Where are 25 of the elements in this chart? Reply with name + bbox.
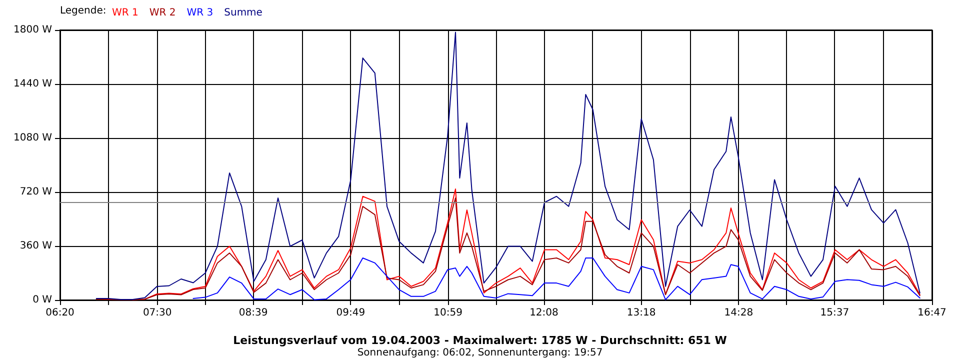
y-tick-label: 720 W <box>20 186 52 198</box>
text: WR 1 <box>112 8 138 18</box>
text: Leistungsverlauf vom 19.04.2003 - Maximalwert: 1785 W - Durchschnitt: 651 W <box>233 334 727 347</box>
x-tick-label: 14:28 <box>724 308 754 318</box>
line-series <box>96 32 920 300</box>
x-tick-label: 09:49 <box>336 308 366 318</box>
x-tick-label: 16:47 <box>918 308 946 318</box>
text: Sonnenaufgang: 06:02, Sonnenuntergang: 19:57 <box>357 348 603 358</box>
y-tick-label: 1080 W <box>13 132 52 144</box>
text: Summe <box>224 8 262 18</box>
x-tick-label: 07:30 <box>142 308 172 318</box>
x-tick-label: 10:59 <box>434 308 462 318</box>
y-tick-label: 1800 W <box>13 24 52 36</box>
y-tick-label: 1440 W <box>13 78 52 90</box>
text: WR 2 <box>149 8 176 18</box>
legend-title: Legende: <box>60 6 106 16</box>
line-series <box>192 258 920 300</box>
text: WR 3 <box>186 8 214 18</box>
x-tick-label: 13:18 <box>626 308 656 318</box>
x-tick-label: 06:20 <box>46 308 74 318</box>
x-tick-label: 15:37 <box>820 308 850 318</box>
y-tick-label: 0 W <box>32 294 52 306</box>
x-tick-label: 12:08 <box>530 308 558 318</box>
x-tick-label: 08:39 <box>238 308 268 318</box>
y-tick-label: 360 W <box>20 240 52 252</box>
